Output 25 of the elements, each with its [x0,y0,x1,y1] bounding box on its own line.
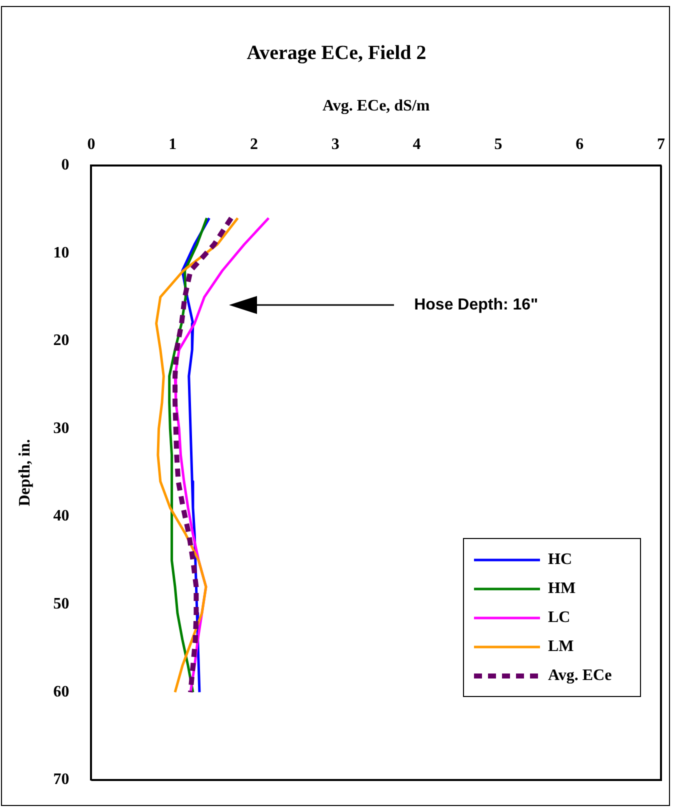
legend-label: LC [548,608,570,626]
y-axis-title: Depth, in. [16,439,34,506]
x-tick-label: 1 [168,136,177,153]
x-tick-label: 4 [412,136,421,153]
legend-label: LM [548,638,574,656]
x-tick-label: 5 [494,136,502,153]
x-tick-label: 7 [657,136,665,153]
y-tick-label: 20 [53,332,70,350]
y-tick-label: 50 [53,596,70,613]
y-tick-label: 70 [53,771,70,788]
y-tick-label: 0 [61,156,70,174]
legend-label: Avg. ECe [548,666,612,684]
y-tick-label: 30 [53,420,70,437]
chart-title: Average ECe, Field 2 [246,42,426,64]
y-tick-label: 60 [53,683,70,700]
x-tick-label: 6 [576,136,584,153]
legend-label: HM [548,580,576,598]
x-axis-title: Avg. ECe, dS/m [322,98,430,115]
annotation: Hose Depth: 16" [414,296,538,314]
legend-label: HC [548,550,572,568]
y-tick-label: 10 [53,244,70,262]
y-tick-label: 40 [53,508,70,525]
x-tick-label: 2 [250,136,258,153]
x-tick-label: 3 [331,136,340,153]
x-tick-label: 0 [87,136,96,153]
